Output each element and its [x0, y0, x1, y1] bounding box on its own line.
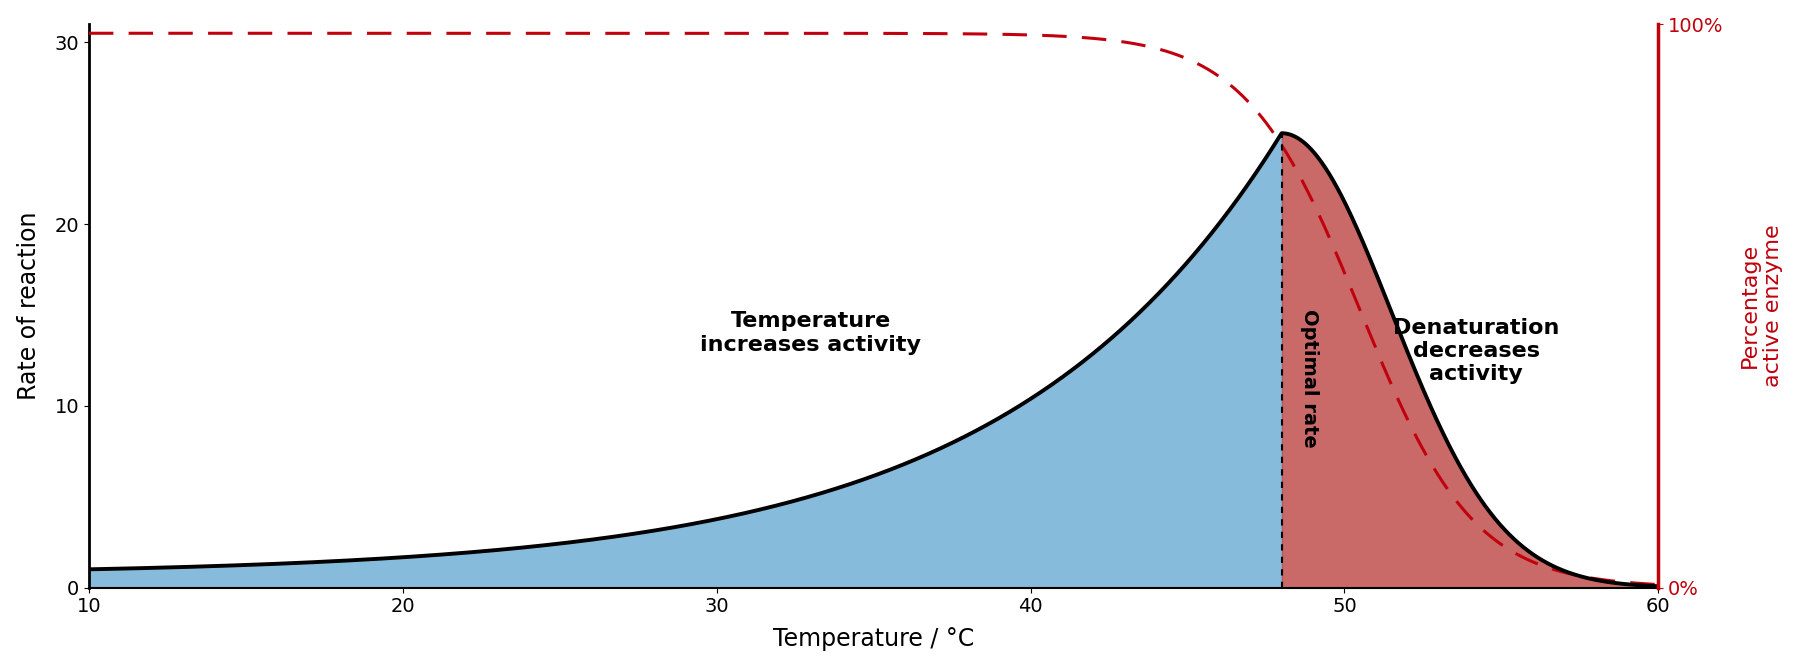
Y-axis label: Percentage
active enzyme: Percentage active enzyme	[1741, 224, 1784, 387]
Text: Temperature
increases activity: Temperature increases activity	[700, 311, 922, 355]
Text: Optimal rate: Optimal rate	[1300, 309, 1319, 448]
X-axis label: Temperature / °C: Temperature / °C	[772, 627, 974, 651]
Y-axis label: Rate of reaction: Rate of reaction	[16, 212, 41, 400]
Text: Denaturation
decreases
activity: Denaturation decreases activity	[1393, 318, 1559, 385]
